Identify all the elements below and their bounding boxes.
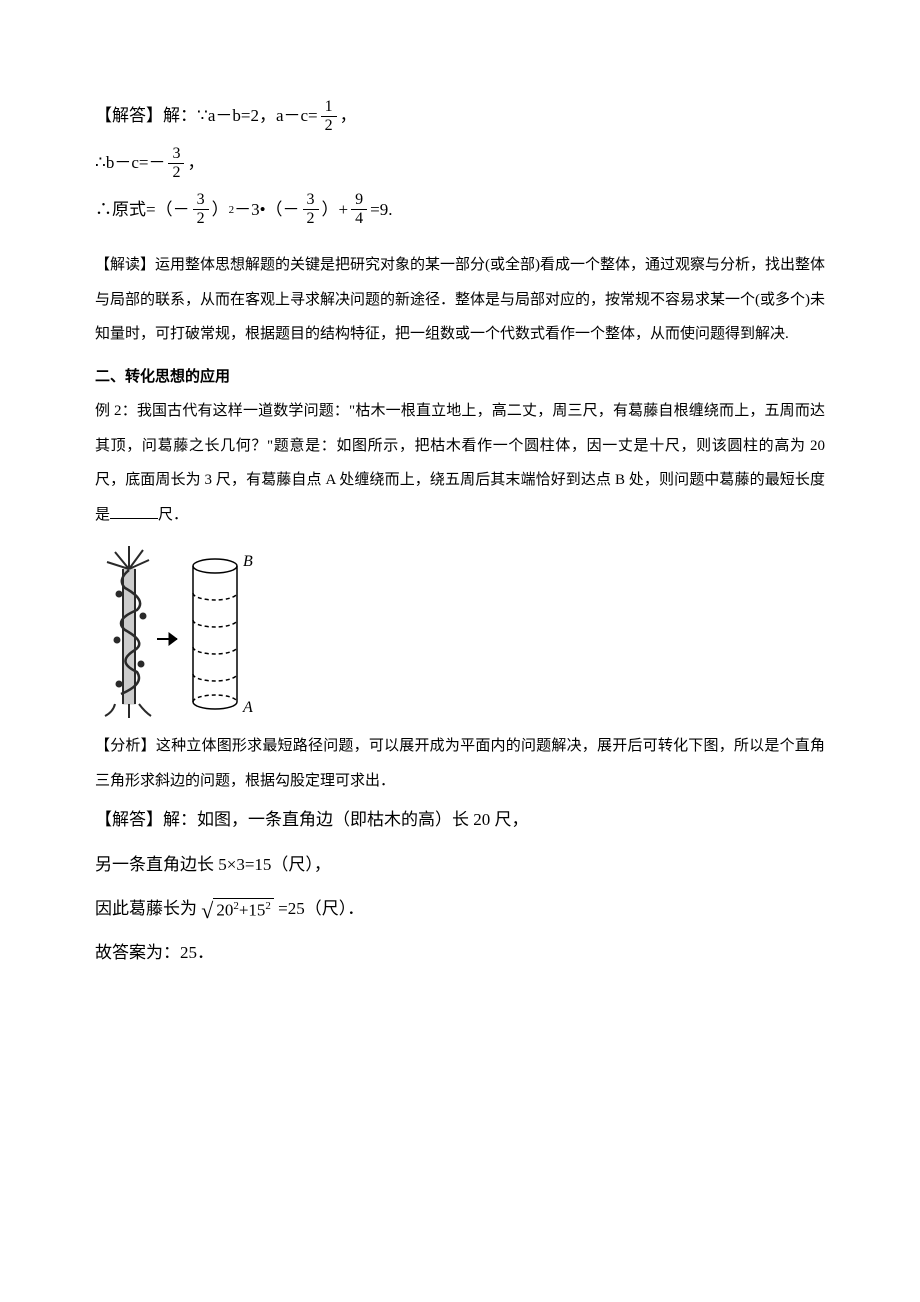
fraction-3-2: 3 2 [168,146,184,181]
comma: ， [340,96,357,137]
blank-fill [110,503,158,519]
fraction-9-4: 9 4 [351,192,367,227]
therefore-2c: －3•（－ [234,190,299,231]
section-2-title: 二、转化思想的应用 [95,360,825,395]
label-a: A [242,699,253,716]
example-2-prefix: 例 2：我国古代有这样一道数学问题："枯木一根直立地上，高二丈，周三尺，有葛藤自… [95,403,825,523]
solution-2: 【解答】解：如图，一条直角边（即枯木的高）长 20 尺， 另一条直角边长 5×3… [95,798,825,975]
sqrt-body: 202+152 [213,898,274,922]
solution-2-line-3: 因此葛藤长为 √ 202+152 =25（尺）． [95,887,825,931]
solution-2-line-1: 【解答】解：如图，一条直角边（即枯木的高）长 20 尺， [95,798,825,842]
label: 【解答】解： [95,96,197,137]
text-because: ∵a－b=2，a－c= [197,96,318,137]
comma: ， [187,143,204,184]
solution-2-line-2: 另一条直角边长 5×3=15（尺）， [95,843,825,887]
solution-1-line-3: ∴原式=（－ 3 2 ） 2 －3•（－ 3 2 ）+ 9 4 =9. [95,190,825,231]
interpretation-para: 【解读】运用整体思想解题的关键是把研究对象的某一部分(或全部)看成一个整体，通过… [95,248,825,352]
fraction-1-2: 1 2 [321,99,337,134]
example-2-suffix: 尺． [158,507,188,523]
fraction-3-2c: 3 2 [303,192,319,227]
sqrt-expr: √ 202+152 [201,898,274,922]
line3-b: =25（尺）． [278,899,364,918]
analysis-para: 【分析】这种立体图形求最短路径问题，可以展开成为平面内的问题解决，展开后可转化下… [95,729,825,798]
example-2: 例 2：我国古代有这样一道数学问题："枯木一根直立地上，高二丈，周三尺，有葛藤自… [95,394,825,532]
solution-1-line-1: 【解答】解： ∵a－b=2，a－c= 1 2 ， [95,96,825,137]
sqrt-symbol: √ [201,900,213,922]
therefore-2e: =9. [370,190,392,231]
label-b: B [243,553,253,570]
therefore-2b: ） [212,190,229,231]
therefore-1: ∴b－c=－ [95,143,165,184]
line3-a: 因此葛藤长为 [95,899,197,918]
solution-1: 【解答】解： ∵a－b=2，a－c= 1 2 ， ∴b－c=－ 3 2 ， ∴原… [95,96,825,230]
therefore-2a: ∴原式=（－ [95,190,190,231]
solution-1-line-2: ∴b－c=－ 3 2 ， [95,143,825,184]
figure-cylinder-vine: B A [95,544,825,719]
therefore-2d: ）+ [322,190,349,231]
fraction-3-2b: 3 2 [193,192,209,227]
solution-2-line-4: 故答案为：25． [95,931,825,975]
